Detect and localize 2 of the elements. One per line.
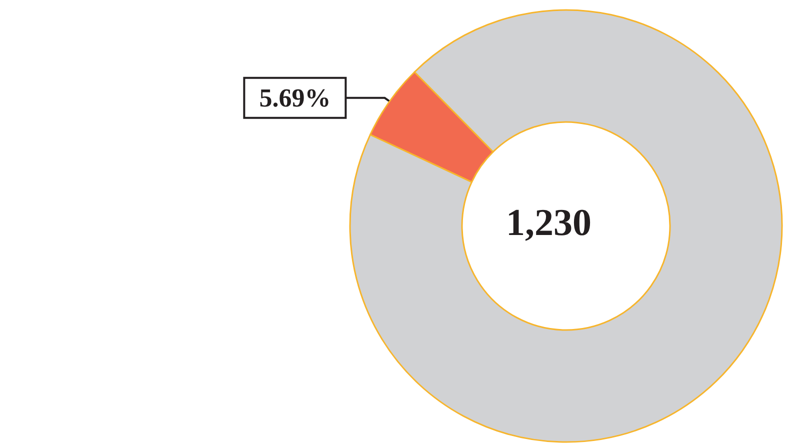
data-label: 5.69%	[259, 83, 331, 112]
text: 1,230	[506, 202, 592, 244]
